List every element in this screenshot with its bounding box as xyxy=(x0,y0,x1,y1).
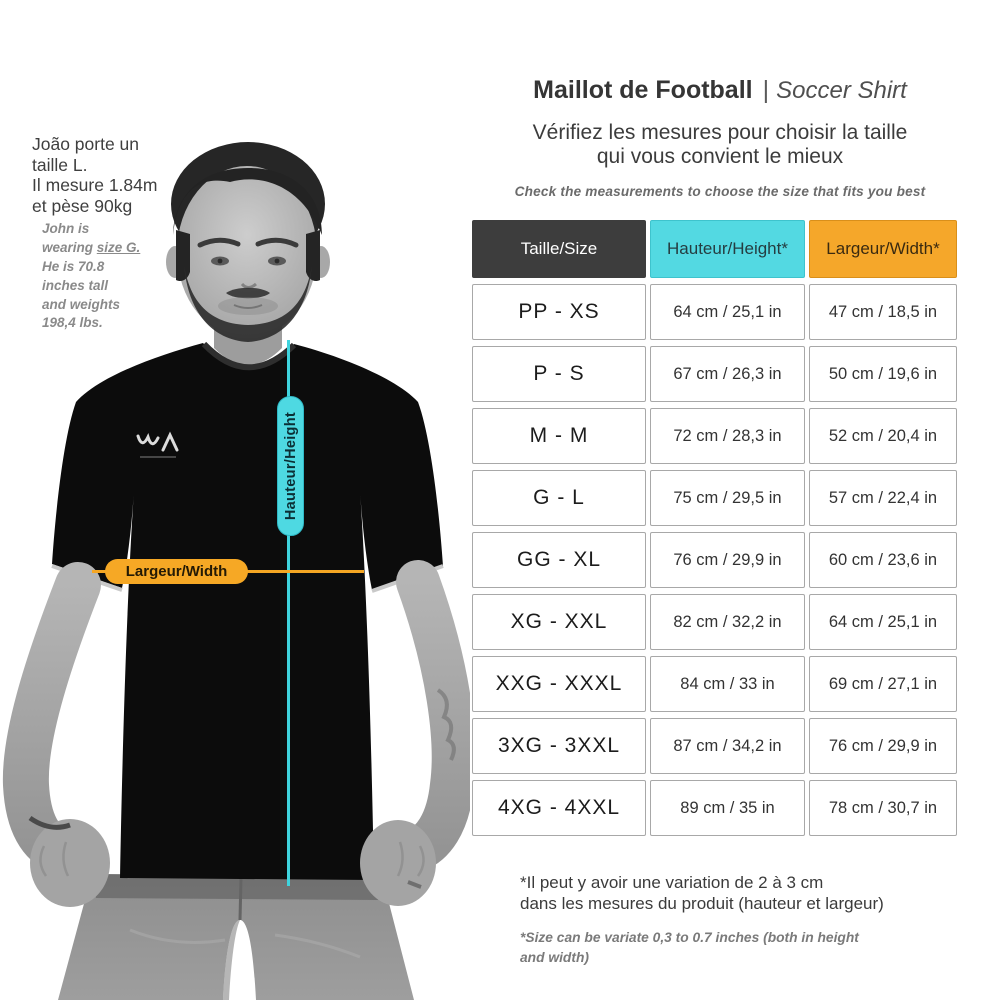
width-cell: 60 cm / 23,6 in xyxy=(809,532,957,588)
eyebrow-left xyxy=(197,237,241,248)
fist-left xyxy=(30,819,110,907)
size-table: Taille/Size Hauteur/Height* Largeur/Widt… xyxy=(472,220,957,836)
subtitle-english: Check the measurements to choose the siz… xyxy=(514,184,926,199)
height-cell: 72 cm / 28,3 in xyxy=(650,408,805,464)
forearm-right xyxy=(394,560,470,872)
model-note-en-prefix: John is wearing xyxy=(42,221,94,255)
nose xyxy=(240,282,257,289)
height-cell: 67 cm / 26,3 in xyxy=(650,346,805,402)
model-note-en: John is wearing size G. He is 70.8 inche… xyxy=(42,220,172,333)
height-cell: 64 cm / 25,1 in xyxy=(650,284,805,340)
model-note-en-suffix: He is 70.8 inches tall and weights 198,4… xyxy=(42,258,121,331)
tattoo xyxy=(436,688,456,761)
mustache xyxy=(226,287,270,299)
size-cell: P - S xyxy=(472,346,646,402)
model-jeans xyxy=(58,874,414,1000)
height-cell: 87 cm / 34,2 in xyxy=(650,718,805,774)
size-cell: 4XG - 4XXL xyxy=(472,780,646,836)
model-tshirt xyxy=(51,341,444,880)
height-measure-label: Hauteur/Height xyxy=(277,396,304,536)
wa-sport-logo xyxy=(136,431,179,458)
beard xyxy=(184,265,312,342)
header-height: Hauteur/Height* xyxy=(650,220,805,278)
width-cell: 57 cm / 22,4 in xyxy=(809,470,957,526)
width-cell: 64 cm / 25,1 in xyxy=(809,594,957,650)
size-cell: XXG - XXXL xyxy=(472,656,646,712)
face xyxy=(177,166,317,338)
title-french: Maillot de Football xyxy=(533,76,753,104)
header-size: Taille/Size xyxy=(472,220,646,278)
page-title: Maillot de Football | Soccer Shirt xyxy=(470,76,970,105)
forearm-left xyxy=(2,562,101,873)
bracelet xyxy=(28,815,71,830)
footnote-french: *Il peut y avoir une variation de 2 à 3 … xyxy=(520,873,884,914)
model-note-en-size: size G. xyxy=(96,239,141,255)
size-cell: M - M xyxy=(472,408,646,464)
size-cell: XG - XXL xyxy=(472,594,646,650)
size-cell: PP - XS xyxy=(472,284,646,340)
size-cell: GG - XL xyxy=(472,532,646,588)
mouth xyxy=(233,304,263,309)
title-english: Soccer Shirt xyxy=(776,77,907,104)
size-cell: 3XG - 3XXL xyxy=(472,718,646,774)
header-width: Largeur/Width* xyxy=(809,220,957,278)
height-cell: 82 cm / 32,2 in xyxy=(650,594,805,650)
width-cell: 76 cm / 29,9 in xyxy=(809,718,957,774)
width-cell: 69 cm / 27,1 in xyxy=(809,656,957,712)
height-cell: 76 cm / 29,9 in xyxy=(650,532,805,588)
collar xyxy=(201,341,297,371)
model-arms xyxy=(2,560,470,907)
model-head xyxy=(166,142,330,365)
height-cell: 84 cm / 33 in xyxy=(650,656,805,712)
width-cell: 78 cm / 30,7 in xyxy=(809,780,957,836)
width-measure-label: Largeur/Width xyxy=(105,559,248,584)
model-photo xyxy=(2,142,470,1000)
model-note-fr: João porte un taille L. Il mesure 1.84m … xyxy=(32,134,158,216)
height-cell: 89 cm / 35 in xyxy=(650,780,805,836)
title-separator: | xyxy=(762,76,770,104)
model-photo-panel: João porte un taille L. Il mesure 1.84m … xyxy=(0,0,470,1000)
height-cell: 75 cm / 29,5 in xyxy=(650,470,805,526)
width-cell: 52 cm / 20,4 in xyxy=(809,408,957,464)
size-chart-panel: Maillot de Football | Soccer Shirt Vérifie… xyxy=(470,0,970,1000)
hair xyxy=(173,168,322,235)
height-measure-line xyxy=(287,340,290,886)
subtitle-french: Vérifiez les mesures pour choisir la tai… xyxy=(532,121,908,168)
footnote-english: *Size can be variate 0,3 to 0.7 inches (… xyxy=(520,930,859,965)
size-cell: G - L xyxy=(472,470,646,526)
ring xyxy=(407,880,422,889)
width-cell: 47 cm / 18,5 in xyxy=(809,284,957,340)
eyebrow-right xyxy=(255,237,299,248)
width-cell: 50 cm / 19,6 in xyxy=(809,346,957,402)
